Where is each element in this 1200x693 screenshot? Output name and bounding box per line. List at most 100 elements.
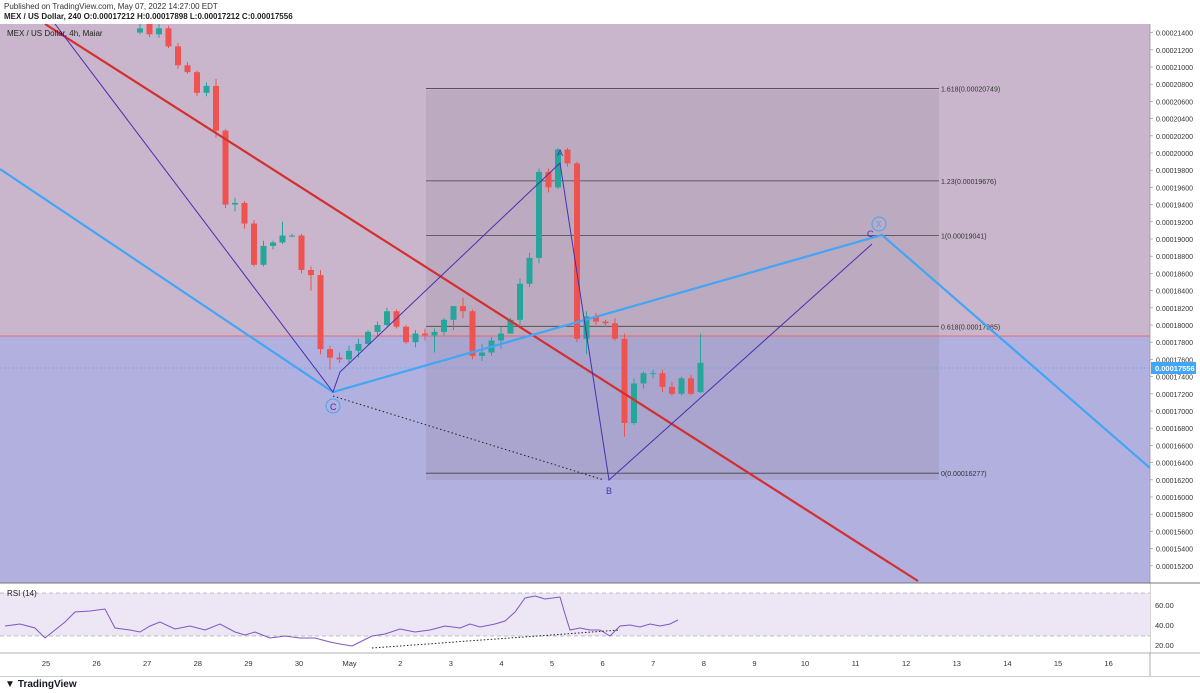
pattern-label-c-right: C [867,229,874,239]
price-tick-label: 0.00015200 [1156,564,1193,571]
price-tick-label: 0.00021200 [1156,48,1193,55]
candle-body [317,275,324,350]
price-tick-label: 0.00021000 [1156,65,1193,72]
time-tick-label: 3 [449,659,453,668]
price-tick-label: 0.00015800 [1156,512,1193,519]
candle [574,161,580,343]
candle [412,330,419,348]
point-x-marker[interactable] [871,216,887,232]
price-tick-label: 0.00018200 [1156,306,1193,313]
pane-title: MEX / US Dollar, 4h, Maiar [7,29,103,38]
candle-body [175,46,181,66]
lower-zone [0,336,1150,583]
candle [403,325,409,344]
price-tick-label: 0.00021400 [1156,31,1193,38]
symbol-ohlc-line: MEX / US Dollar, 240 O:0.00017212 H:0.00… [4,12,293,21]
candle-body [697,362,704,393]
brand-name: TradingView [17,679,77,690]
candle-body [640,373,647,384]
pattern-label-b: B [606,486,612,496]
candle-body [336,357,343,360]
candle [365,330,371,346]
footer-bar: ▼ TradingView [0,676,1200,693]
candle [526,252,533,288]
price-tick-label: 0.00016000 [1156,495,1193,502]
candle-body [298,235,305,270]
candle-body [156,28,162,35]
price-tick-label: 0.00017000 [1156,409,1193,416]
candle-body [165,28,172,47]
candle-body [374,325,381,332]
candle [479,343,485,362]
pattern-label-a: A [557,148,563,158]
time-tick-label: May [343,659,357,668]
candle-body [346,350,352,360]
candle [650,369,656,379]
candle-body [384,311,390,325]
candle-body [232,202,238,205]
candle [232,197,238,212]
candle [517,278,523,325]
candle-body [678,378,685,394]
tradingview-logo[interactable]: ▼ TradingView [5,679,77,690]
rsi-tick-40: 40.00 [1155,621,1174,630]
candle [308,266,314,291]
point-c-marker[interactable] [325,398,341,414]
price-chart[interactable]: 1.618(0.00020749) 1.23(0.00019676) 1(0.000… [0,24,1200,676]
candle-body [659,373,666,387]
fib-level-label: 0(0.00016277) [941,471,987,478]
price-tick-label: 0.00017600 [1156,357,1193,364]
candle [669,381,675,396]
dotted-divergence-line [332,395,605,481]
candle-body [612,323,618,339]
time-tick-label: 6 [601,659,605,668]
time-tick-label: 14 [1003,659,1011,668]
candle [241,201,248,229]
candle-body [469,311,476,356]
candle [194,70,200,97]
candle [460,297,466,319]
rsi-tick-20: 20.00 [1155,641,1174,650]
candle [203,82,210,97]
candle [612,318,618,341]
candle-body [555,149,561,188]
rsi-title: RSI (14) [7,589,37,598]
candle [184,61,191,74]
candle [336,352,343,363]
candle-body [631,383,637,424]
purple-xabcd-line[interactable] [54,24,873,481]
candle [270,240,276,250]
last-price-tag [1151,362,1196,374]
price-tick-label: 0.00017200 [1156,392,1193,399]
rsi-tick-60: 60.00 [1155,601,1174,610]
time-tick-label: 25 [42,659,50,668]
candle [279,221,286,245]
candle [431,328,438,353]
price-tick-label: 0.00016400 [1156,461,1193,468]
candle-body [365,331,371,344]
candle-body [450,306,457,320]
price-tick-label: 0.00017800 [1156,340,1193,347]
time-tick-label: 10 [801,659,809,668]
blue-harmonic-line[interactable] [0,168,1151,469]
price-tick-label: 0.00016800 [1156,426,1193,433]
candle-body [460,306,466,312]
candle [260,240,267,267]
candle-body [251,223,257,265]
price-axis[interactable] [1150,24,1200,583]
candle [678,376,685,396]
candle [688,374,694,396]
last-price-label: 0.00017556 [1155,364,1195,373]
candles [137,24,704,437]
fib-level-label: 1.618(0.00020749) [941,87,1000,94]
candle [450,306,457,331]
candle-body [279,235,286,243]
candle [165,25,172,49]
candle-body [507,319,514,334]
candle-body [688,378,694,394]
candle-body [194,72,200,93]
candle-body [441,319,447,332]
candle [175,42,181,69]
candle [251,220,257,267]
red-trendline[interactable] [44,24,919,582]
